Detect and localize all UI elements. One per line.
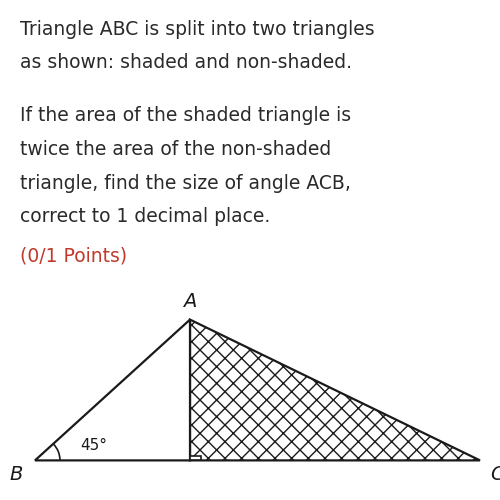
Text: 45°: 45° [80,438,107,452]
Polygon shape [35,320,190,460]
Text: B: B [9,465,22,484]
Text: (0/1 Points): (0/1 Points) [20,246,127,266]
Text: as shown: shaded and non-shaded.: as shown: shaded and non-shaded. [20,53,352,72]
Text: correct to 1 decimal place.: correct to 1 decimal place. [20,207,270,226]
Text: C: C [490,465,500,484]
Polygon shape [190,320,480,460]
Text: Triangle ABC is split into two triangles: Triangle ABC is split into two triangles [20,20,374,38]
Text: triangle, find the size of angle ACB,: triangle, find the size of angle ACB, [20,174,351,193]
Text: A: A [184,292,196,311]
Polygon shape [190,456,201,460]
Text: twice the area of the non-shaded: twice the area of the non-shaded [20,140,331,159]
Text: If the area of the shaded triangle is: If the area of the shaded triangle is [20,106,351,126]
